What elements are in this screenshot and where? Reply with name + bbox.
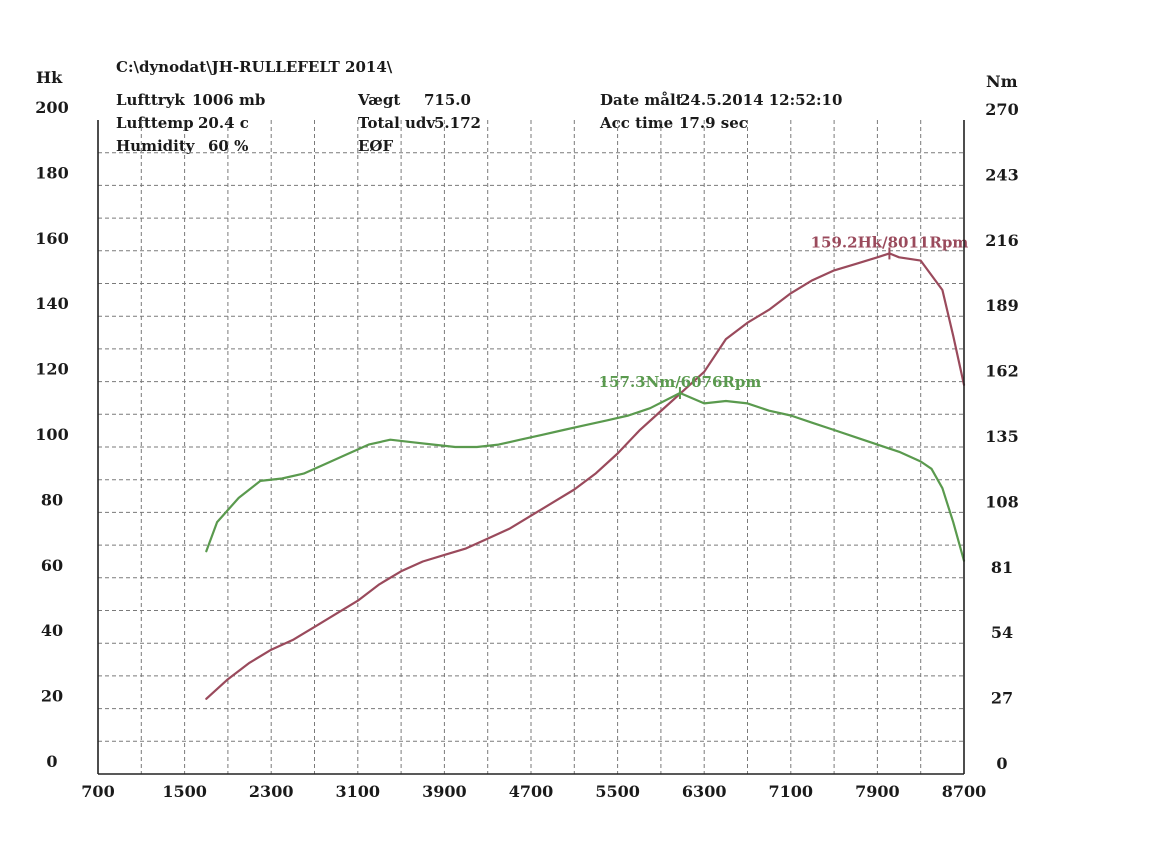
y-left-tick-label: 20 xyxy=(41,687,63,706)
acc-label: Acc time xyxy=(599,114,673,132)
x-tick-label: 3100 xyxy=(336,782,381,801)
date-label: Date målt xyxy=(600,91,683,109)
y-right-tick-label: 27 xyxy=(991,689,1013,708)
power-peak-label: 159.2Hk/8011Rpm xyxy=(811,233,969,251)
x-tick-label: 4700 xyxy=(509,782,554,801)
x-tick-label: 7900 xyxy=(855,782,900,801)
y-right-tick-label: 216 xyxy=(985,231,1018,250)
y-left-tick-label: 100 xyxy=(35,425,68,444)
y-right-tick-label: 81 xyxy=(991,558,1013,577)
y-right-tick-label: 0 xyxy=(996,754,1007,773)
annotations: 159.2Hk/8011Rpm 157.3Nm/6076Rpm xyxy=(599,233,969,399)
y-left-tick-label: 80 xyxy=(41,490,63,509)
lufttryk-value: 1006 mb xyxy=(192,91,265,109)
x-tick-label: 8700 xyxy=(942,782,987,801)
y-right-tick-label: 162 xyxy=(985,362,1018,381)
vaegt-label: Vægt xyxy=(357,91,400,109)
lufttryk-label: Lufttryk xyxy=(116,91,185,109)
torque-peak-label: 157.3Nm/6076Rpm xyxy=(599,373,762,391)
file-path: C:\dynodat\JH-RULLEFELT 2014\ xyxy=(116,58,393,76)
tick-labels: 700 1500 2300 3100 3900 4700 5500 6300 7100 7900 8… xyxy=(35,98,1018,801)
x-tick-label: 6300 xyxy=(682,782,727,801)
y-right-tick-label: 189 xyxy=(985,296,1018,315)
y-right-tick-label: 270 xyxy=(985,100,1018,119)
y-left-tick-label: 180 xyxy=(35,163,68,182)
x-tick-label: 2300 xyxy=(249,782,294,801)
y-right-tick-label: 243 xyxy=(985,165,1018,184)
y-left-axis-title: Hk xyxy=(36,68,63,87)
x-tick-label: 3900 xyxy=(422,782,467,801)
eof-label: EØF xyxy=(358,137,393,155)
y-right-tick-label: 54 xyxy=(991,623,1013,642)
torque-curve xyxy=(205,391,966,562)
grid-lines xyxy=(98,120,964,774)
y-left-tick-label: 40 xyxy=(41,621,63,640)
y-left-tick-label: 140 xyxy=(35,294,68,313)
humidity-value: 60 % xyxy=(208,137,248,155)
lufttemp-value: 20.4 c xyxy=(198,114,249,132)
y-right-axis-title: Nm xyxy=(986,72,1018,91)
total-udv-label: Total udv xyxy=(358,114,436,132)
y-right-tick-label: 108 xyxy=(985,492,1018,511)
humidity-label: Humidity xyxy=(116,137,196,155)
x-tick-label: 1500 xyxy=(162,782,207,801)
power-curve xyxy=(205,252,966,700)
y-left-tick-label: 160 xyxy=(35,229,68,248)
vaegt-value: 715.0 xyxy=(424,91,471,109)
x-tick-label: 7100 xyxy=(769,782,814,801)
series-lines xyxy=(205,252,966,700)
y-left-tick-label: 0 xyxy=(46,752,57,771)
y-left-tick-label: 200 xyxy=(35,98,68,117)
acc-value: 17.9 sec xyxy=(679,114,748,132)
total-udv-value: 5.172 xyxy=(434,114,481,132)
y-left-tick-label: 120 xyxy=(35,360,68,379)
lufttemp-label: Lufttemp xyxy=(116,114,194,132)
x-tick-label: 700 xyxy=(81,782,114,801)
date-value: 24.5.2014 12:52:10 xyxy=(680,91,842,109)
y-left-tick-label: 60 xyxy=(41,556,63,575)
x-tick-label: 5500 xyxy=(595,782,640,801)
y-right-tick-label: 135 xyxy=(985,427,1018,446)
